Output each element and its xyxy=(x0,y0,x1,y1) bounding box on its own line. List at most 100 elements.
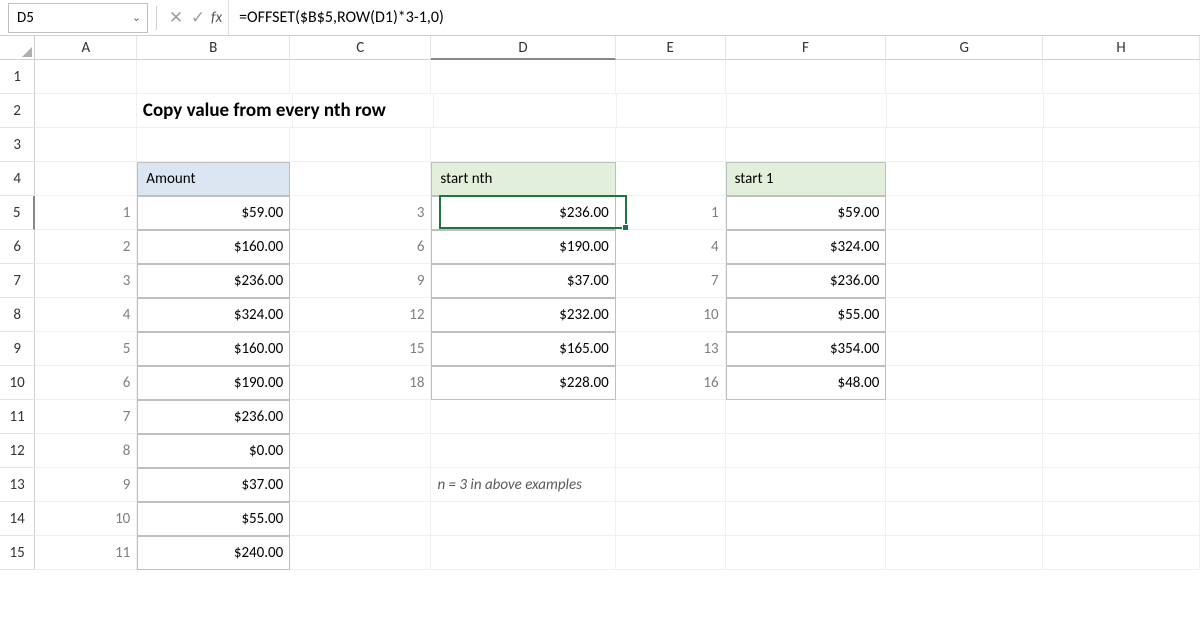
col-header-C[interactable]: C xyxy=(290,36,431,60)
cell-G10[interactable] xyxy=(886,366,1043,400)
col-header-E[interactable]: E xyxy=(616,36,726,60)
cell-C1[interactable] xyxy=(290,60,431,94)
cell-F11[interactable] xyxy=(726,400,887,434)
cell-C13[interactable] xyxy=(290,468,431,502)
row-header-14[interactable]: 14 xyxy=(0,502,35,536)
cell-G2[interactable] xyxy=(887,94,1043,128)
table-row-value[interactable]: $228.00 xyxy=(431,366,615,400)
cell-E12[interactable] xyxy=(616,434,726,468)
cancel-icon[interactable]: ✕ xyxy=(165,7,187,28)
cell-C15[interactable] xyxy=(290,536,431,570)
cell-C12[interactable] xyxy=(290,434,431,468)
row-header-9[interactable]: 9 xyxy=(0,332,35,366)
cell-H6[interactable] xyxy=(1043,230,1200,264)
cell-D15[interactable] xyxy=(431,536,615,570)
cell-H12[interactable] xyxy=(1043,434,1200,468)
table-row-value[interactable]: $55.00 xyxy=(726,298,887,332)
table-row-index[interactable]: 5 xyxy=(35,332,137,366)
row-header-2[interactable]: 2 xyxy=(0,94,35,128)
table-row-value[interactable]: $160.00 xyxy=(137,230,290,264)
cell-B1[interactable] xyxy=(137,60,290,94)
cell-A3[interactable] xyxy=(35,128,137,162)
col-header-B[interactable]: B xyxy=(137,36,290,60)
cell-H15[interactable] xyxy=(1043,536,1200,570)
cell-F1[interactable] xyxy=(726,60,887,94)
table-row-index[interactable]: 2 xyxy=(35,230,137,264)
table-row-value[interactable]: $160.00 xyxy=(137,332,290,366)
cell-E3[interactable] xyxy=(616,128,726,162)
cell-C11[interactable] xyxy=(290,400,431,434)
table-row-value[interactable]: $0.00 xyxy=(137,434,290,468)
cell-F14[interactable] xyxy=(726,502,887,536)
cell-E14[interactable] xyxy=(616,502,726,536)
cell-H14[interactable] xyxy=(1043,502,1200,536)
cell-G1[interactable] xyxy=(886,60,1043,94)
row-header-5[interactable]: 5 xyxy=(0,196,35,230)
cell-G9[interactable] xyxy=(886,332,1043,366)
col-header-A[interactable]: A xyxy=(35,36,137,60)
table-row-index[interactable]: 15 xyxy=(290,332,431,366)
cell-G14[interactable] xyxy=(886,502,1043,536)
cell-F15[interactable] xyxy=(726,536,887,570)
col-header-D[interactable]: D xyxy=(431,36,615,60)
cell-E1[interactable] xyxy=(616,60,726,94)
row-header-11[interactable]: 11 xyxy=(0,400,35,434)
cell-E13[interactable] xyxy=(616,468,726,502)
cell-C4[interactable] xyxy=(290,162,431,196)
table-row-value[interactable]: $55.00 xyxy=(137,502,290,536)
table-row-index[interactable]: 13 xyxy=(616,332,726,366)
table-row-index[interactable]: 7 xyxy=(616,264,726,298)
cell-H4[interactable] xyxy=(1043,162,1200,196)
cell-G6[interactable] xyxy=(886,230,1043,264)
table-row-index[interactable]: 18 xyxy=(290,366,431,400)
row-header-10[interactable]: 10 xyxy=(0,366,35,400)
table-row-index[interactable]: 6 xyxy=(290,230,431,264)
cell-H8[interactable] xyxy=(1043,298,1200,332)
cell-H7[interactable] xyxy=(1043,264,1200,298)
cell-H9[interactable] xyxy=(1043,332,1200,366)
cell-G4[interactable] xyxy=(886,162,1043,196)
cell-H10[interactable] xyxy=(1043,366,1200,400)
cell-A1[interactable] xyxy=(35,60,137,94)
table-row-value[interactable]: $48.00 xyxy=(726,366,887,400)
cell-H11[interactable] xyxy=(1043,400,1200,434)
cell-G12[interactable] xyxy=(886,434,1043,468)
cell-H1[interactable] xyxy=(1043,60,1200,94)
cell-H5[interactable] xyxy=(1043,196,1200,230)
cell-F2[interactable] xyxy=(727,94,887,128)
table-row-index[interactable]: 6 xyxy=(35,366,137,400)
table-row-index[interactable]: 10 xyxy=(35,502,137,536)
table-row-value[interactable]: $37.00 xyxy=(431,264,615,298)
cell-D2[interactable] xyxy=(434,94,618,128)
select-all-corner[interactable] xyxy=(0,36,35,60)
table-row-value[interactable]: $324.00 xyxy=(137,298,290,332)
row-header-8[interactable]: 8 xyxy=(0,298,35,332)
table-row-value[interactable]: $324.00 xyxy=(726,230,887,264)
table-row-index[interactable]: 12 xyxy=(290,298,431,332)
cell-G3[interactable] xyxy=(886,128,1043,162)
row-header-6[interactable]: 6 xyxy=(0,230,35,264)
row-header-7[interactable]: 7 xyxy=(0,264,35,298)
table-row-value[interactable]: $240.00 xyxy=(137,536,290,570)
cell-H2[interactable] xyxy=(1044,94,1200,128)
cell-G15[interactable] xyxy=(886,536,1043,570)
table-row-index[interactable]: 7 xyxy=(35,400,137,434)
cell-G5[interactable] xyxy=(886,196,1043,230)
table-row-value[interactable]: $232.00 xyxy=(431,298,615,332)
row-header-12[interactable]: 12 xyxy=(0,434,35,468)
table-row-index[interactable]: 1 xyxy=(35,196,137,230)
table-row-value[interactable]: $165.00 xyxy=(431,332,615,366)
col-header-G[interactable]: G xyxy=(886,36,1043,60)
table-row-index[interactable]: 11 xyxy=(35,536,137,570)
table-row-value[interactable]: $236.00 xyxy=(431,196,615,230)
cell-D11[interactable] xyxy=(431,400,615,434)
enter-check-icon[interactable]: ✓ xyxy=(187,7,209,28)
cell-H3[interactable] xyxy=(1043,128,1200,162)
table-row-value[interactable]: $37.00 xyxy=(137,468,290,502)
cell-B3[interactable] xyxy=(137,128,290,162)
cell-G7[interactable] xyxy=(886,264,1043,298)
cell-E15[interactable] xyxy=(616,536,726,570)
table-row-value[interactable]: $59.00 xyxy=(137,196,290,230)
table-row-index[interactable]: 4 xyxy=(35,298,137,332)
table-row-value[interactable]: $190.00 xyxy=(137,366,290,400)
